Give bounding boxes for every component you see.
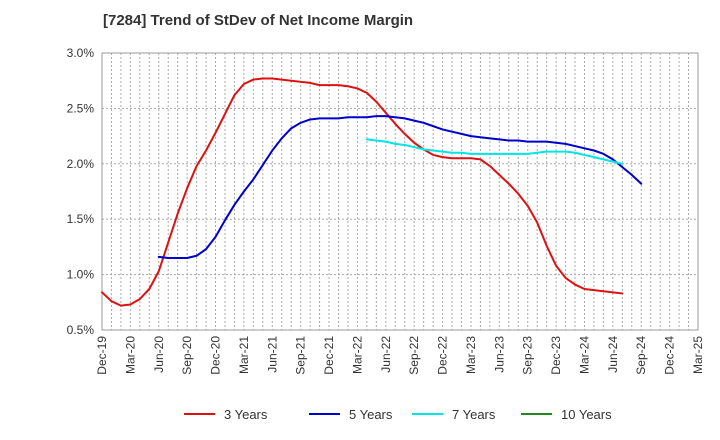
x-tick-label: Jun-24 <box>606 336 620 373</box>
x-tick-label: Dec-20 <box>209 336 223 375</box>
x-tick-label: Dec-21 <box>322 336 336 375</box>
series-line-5-years <box>157 115 643 259</box>
chart-title: [7284] Trend of StDev of Net Income Marg… <box>103 12 414 29</box>
x-tick-label: Sep-24 <box>634 336 648 375</box>
x-tick-label: Mar-24 <box>577 336 591 374</box>
legend-item: 7 Years <box>412 407 496 422</box>
legend-item: 5 Years <box>309 407 393 422</box>
x-tick-label: Mar-22 <box>350 336 364 374</box>
x-tick-label: Jun-23 <box>492 336 506 373</box>
legend-label: 7 Years <box>452 407 496 422</box>
legend-item: 3 Years <box>184 407 268 422</box>
series-line-3-years <box>101 77 624 307</box>
y-tick-label: 1.5% <box>67 212 95 226</box>
x-tick-label: Mar-20 <box>123 336 137 374</box>
x-tick-label: Dec-19 <box>95 336 109 375</box>
y-tick-label: 0.5% <box>67 323 95 337</box>
x-tick-label: Dec-24 <box>663 336 677 375</box>
x-axis-ticks: Dec-19 Mar-20 Jun-20 Sep-20 Dec-20 Mar-21 Jun-… <box>95 336 705 375</box>
legend-label: 3 Years <box>224 407 268 422</box>
x-tick-label: Jun-22 <box>379 336 393 373</box>
x-tick-label: Dec-22 <box>436 336 450 375</box>
x-tick-label: Sep-23 <box>521 336 535 375</box>
y-tick-label: 2.0% <box>67 157 95 171</box>
x-tick-label: Mar-25 <box>691 336 705 374</box>
y-tick-label: 3.0% <box>67 46 95 60</box>
x-tick-label: Dec-23 <box>549 336 563 375</box>
grid-lines <box>102 53 698 330</box>
y-tick-label: 2.5% <box>67 101 95 115</box>
legend: 3 Years 5 Years 7 Years 10 Years <box>184 407 612 422</box>
x-tick-label: Mar-21 <box>237 336 251 374</box>
x-tick-label: Sep-20 <box>180 336 194 375</box>
legend-label: 10 Years <box>561 407 612 422</box>
x-tick-label: Jun-20 <box>152 336 166 373</box>
plot-area-frame <box>101 52 699 331</box>
x-tick-label: Sep-21 <box>294 336 308 375</box>
x-tick-label: Jun-21 <box>265 336 279 373</box>
x-tick-label: Sep-22 <box>407 336 421 375</box>
legend-item: 10 Years <box>521 407 612 422</box>
legend-label: 5 Years <box>349 407 393 422</box>
y-tick-label: 1.0% <box>67 268 95 282</box>
y-axis-ticks: 0.5% 1.0% 1.5% 2.0% 2.5% 3.0% <box>67 46 95 337</box>
x-tick-label: Mar-23 <box>464 336 478 374</box>
series-line-7-years <box>365 138 624 165</box>
series-lines <box>101 77 643 307</box>
